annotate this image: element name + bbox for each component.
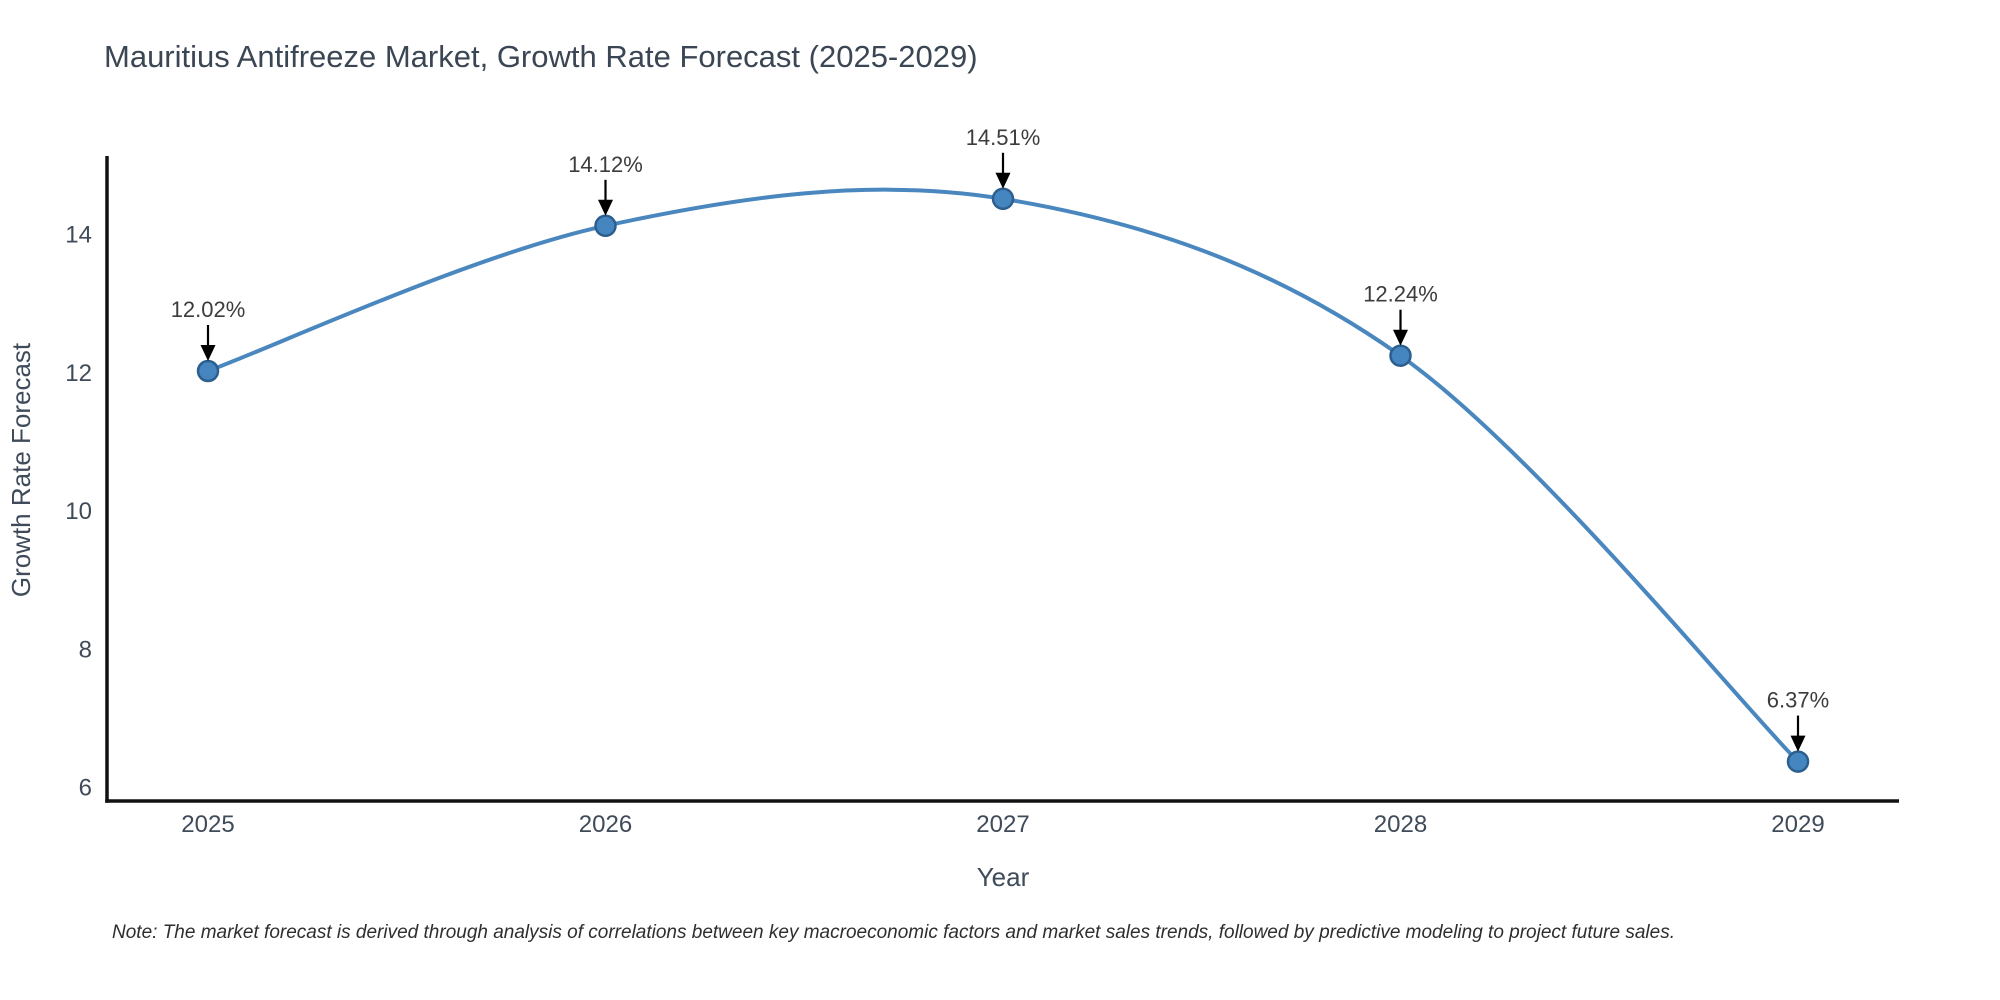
x-tick-labels: 2025 2026 2027 2028 2029 — [181, 811, 1824, 838]
x-tick-label: 2029 — [1771, 811, 1824, 838]
data-point-marker — [196, 359, 220, 383]
y-tick-label: 14 — [65, 222, 92, 249]
data-point-marker — [594, 214, 617, 238]
y-axis-label: Growth Rate Forecast — [6, 342, 36, 597]
annotation-value-label: 12.02% — [171, 297, 246, 322]
data-point-marker — [1389, 344, 1412, 367]
annotation-value-label: 14.51% — [966, 125, 1041, 150]
x-tick-label: 2027 — [976, 811, 1029, 838]
annotation-arrow-head — [598, 199, 613, 216]
y-tick-labels: 6 8 10 12 14 — [65, 222, 92, 802]
chart-title: Mauritius Antifreeze Market, Growth Rate… — [104, 39, 978, 74]
data-point-marker — [991, 187, 1015, 211]
footnote: Note: The market forecast is derived thr… — [112, 922, 1675, 943]
annotation-value-label: 14.12% — [568, 152, 643, 177]
trend-line — [206, 187, 1800, 764]
x-axis-label: Year — [977, 862, 1030, 892]
annotation-arrow-head — [1393, 329, 1408, 346]
y-tick-label: 6 — [79, 775, 92, 802]
y-tick-label: 8 — [79, 636, 92, 663]
annotation-arrow-head — [1790, 735, 1806, 752]
annotations: 12.02% 14.12% 14.51% 12.24% 6.37% — [171, 125, 1829, 752]
annotation-value-label: 6.37% — [1767, 688, 1829, 713]
annotation-arrow-head — [200, 345, 216, 361]
x-tick-label: 2026 — [579, 811, 632, 838]
y-tick-label: 10 — [65, 498, 92, 525]
x-tick-label: 2025 — [181, 811, 234, 838]
annotation-value-label: 12.24% — [1363, 282, 1438, 307]
x-tick-label: 2028 — [1374, 811, 1427, 838]
data-point-marker — [1786, 750, 1810, 773]
annotation-arrow-head — [995, 172, 1011, 189]
y-tick-label: 12 — [65, 360, 92, 387]
